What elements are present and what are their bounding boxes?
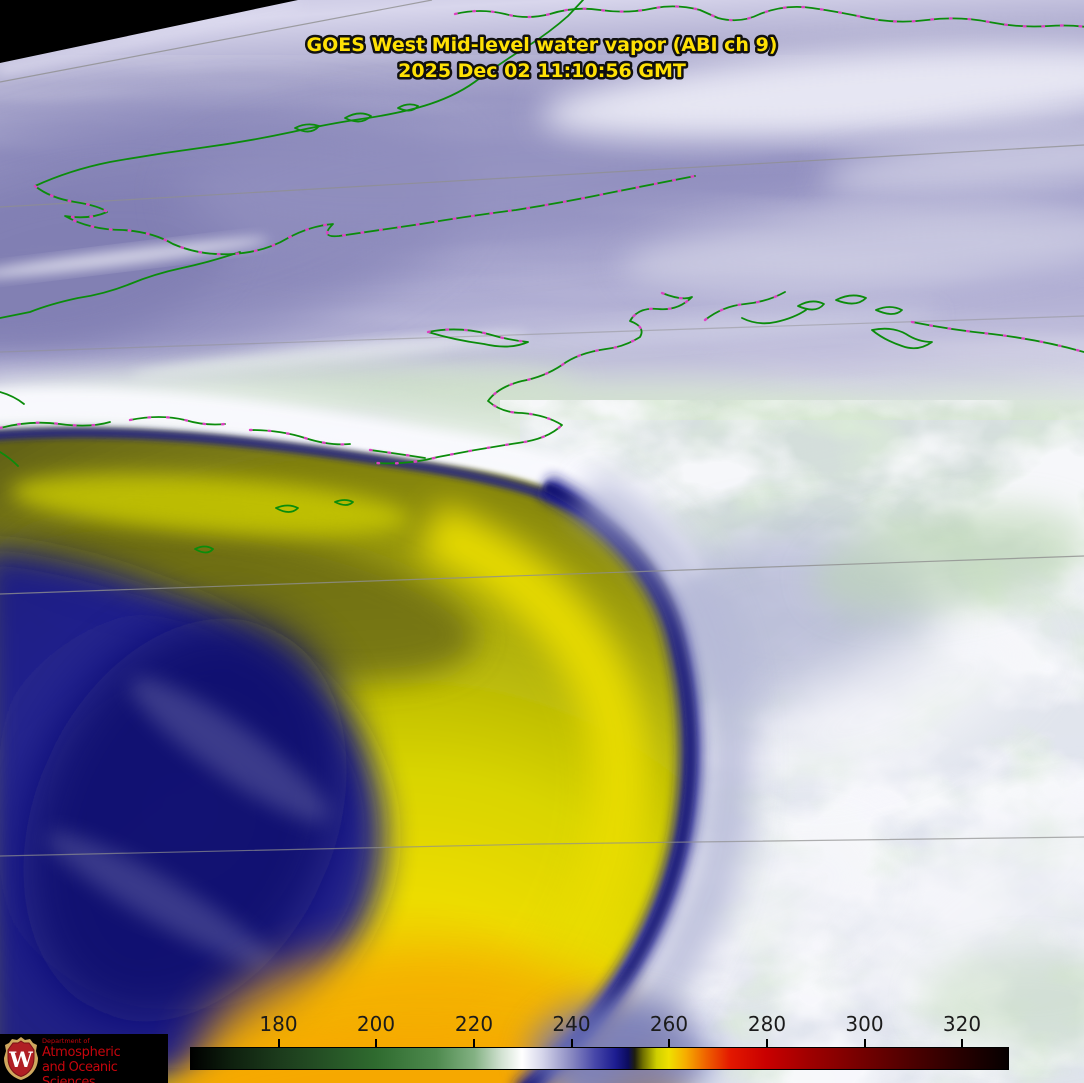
colorbar-tick (277, 1039, 280, 1047)
limb-glow (0, 2, 301, 74)
colorbar-label: 320 (942, 1012, 982, 1036)
logo-name-line1: Atmospheric (42, 1045, 121, 1060)
coast-chukotka (0, 0, 696, 319)
colorbar-label: 220 (454, 1012, 494, 1036)
coast-dots (0, 5, 1084, 465)
graticule-lines (0, 0, 1084, 857)
logo-name-line2: and Oceanic Sciences (42, 1060, 118, 1083)
uw-crest-icon: W (4, 1037, 38, 1080)
colorbar-gradient (190, 1047, 1009, 1070)
colorbar-label: 240 (552, 1012, 591, 1036)
colorbar-tick (766, 1039, 768, 1047)
colorbar-label: 280 (747, 1012, 787, 1036)
colorbar-tick (668, 1039, 670, 1047)
space-limb (0, 0, 301, 74)
colorbar: 180 200 220 240 260 280 300 320 (190, 1012, 1009, 1070)
colorbar-label: 180 (259, 1012, 298, 1036)
title-line-2: 2025 Dec 02 11:10:56 GMT (398, 60, 686, 82)
logo-text: Department of Atmospheric and Oceanic Sc… (42, 1037, 168, 1083)
coast-st-lawrence-island (427, 328, 529, 348)
colorbar-tick (863, 1039, 866, 1047)
colorbar-label: 260 (649, 1012, 689, 1036)
colorbar-tick (570, 1039, 573, 1047)
dry-slot-region (0, 427, 754, 1083)
coast-west-alaska (375, 292, 693, 465)
space-wedge (0, 0, 298, 63)
crest-letter: W (8, 1047, 33, 1072)
colorbar-tick (375, 1039, 377, 1047)
colorbar-label: 300 (845, 1012, 884, 1036)
colorbar-tick (473, 1039, 475, 1047)
title-line-1: GOES West Mid-level water vapor (ABI ch … (307, 34, 778, 56)
aos-logo: W Department of Atmospheric and Oceanic … (0, 1034, 168, 1083)
colorbar-tick (961, 1039, 963, 1047)
title-block: GOES West Mid-level water vapor (ABI ch … (304, 32, 780, 85)
logo-dept-line: Department of (42, 1037, 90, 1045)
colorbar-label: 200 (356, 1012, 396, 1036)
